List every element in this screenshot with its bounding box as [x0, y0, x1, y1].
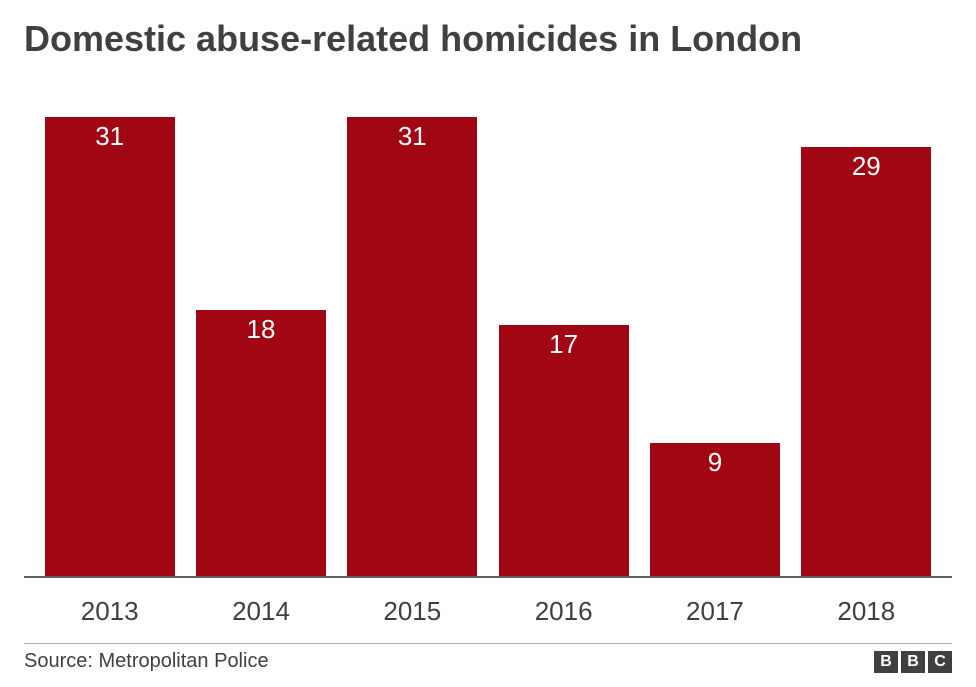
chart-area: 31 18 31 17 9 29 201320142015201620172018 — [24, 67, 952, 627]
bar-slot: 31 — [337, 117, 488, 576]
bar-value-label: 31 — [398, 121, 427, 152]
chart-container: Domestic abuse-related homicides in Lond… — [0, 0, 976, 687]
chart-title: Domestic abuse-related homicides in Lond… — [24, 18, 952, 59]
bar: 29 — [801, 147, 931, 576]
logo-letter-box: B — [874, 651, 898, 673]
x-axis-label: 2018 — [791, 596, 942, 627]
x-axis-label: 2016 — [488, 596, 639, 627]
x-axis-label: 2013 — [34, 596, 185, 627]
bar-slot: 17 — [488, 117, 639, 576]
logo-letter-box: B — [901, 651, 925, 673]
bar-value-label: 9 — [708, 447, 722, 478]
logo-letter-box: C — [928, 651, 952, 673]
bar-value-label: 29 — [852, 151, 881, 182]
bar-slot: 29 — [791, 117, 942, 576]
bar-value-label: 31 — [95, 121, 124, 152]
bar: 18 — [196, 310, 326, 576]
bar-slot: 18 — [185, 117, 336, 576]
bars-region: 31 18 31 17 9 29 — [24, 67, 952, 578]
bar: 31 — [347, 117, 477, 576]
bar: 17 — [499, 325, 629, 576]
bar: 9 — [650, 443, 780, 576]
bar-slot: 31 — [34, 117, 185, 576]
x-axis-label: 2015 — [337, 596, 488, 627]
chart-footer: Source: Metropolitan Police BBC — [24, 643, 952, 673]
source-text: Source: Metropolitan Police — [24, 650, 269, 673]
bar-value-label: 18 — [247, 314, 276, 345]
bar-slot: 9 — [639, 117, 790, 576]
bar-value-label: 17 — [549, 329, 578, 360]
x-axis-label: 2017 — [639, 596, 790, 627]
x-axis-labels: 201320142015201620172018 — [24, 578, 952, 627]
x-axis-label: 2014 — [185, 596, 336, 627]
bbc-logo: BBC — [874, 651, 952, 673]
bar: 31 — [45, 117, 175, 576]
